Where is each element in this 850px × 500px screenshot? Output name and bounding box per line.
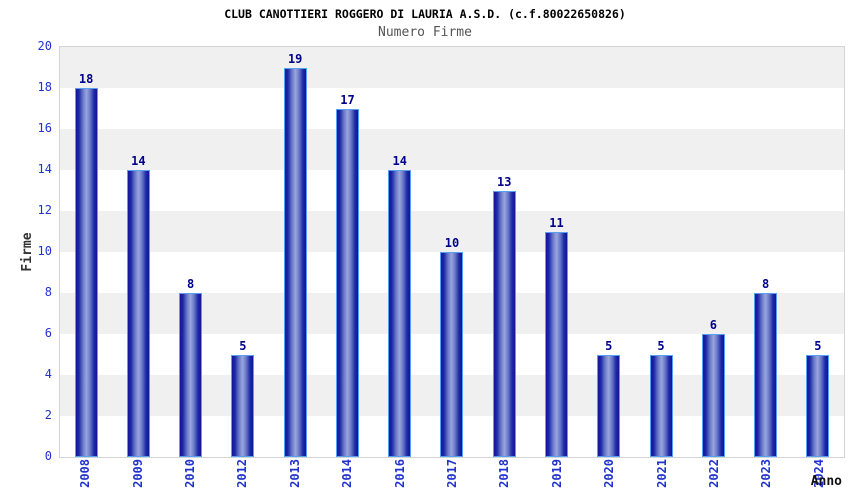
x-tick-label: 2019	[549, 459, 564, 488]
y-tick-label: 2	[44, 408, 52, 422]
x-tick-label: 2020	[602, 459, 617, 488]
x-tick-cell: 2018	[478, 459, 530, 499]
bar-2013: 19	[283, 52, 307, 457]
bar-value-label: 11	[549, 215, 564, 230]
x-tick-cell: 2012	[216, 459, 268, 499]
bar-value-label: 18	[78, 72, 94, 86]
x-tick-cell: 2017	[426, 459, 478, 499]
bar-value-label: 6	[709, 318, 717, 332]
x-tick-label: 2022	[707, 459, 722, 488]
bar-2014: 17	[335, 93, 359, 457]
bar-value-label: 13	[497, 174, 512, 189]
bar-value-label: 19	[287, 51, 303, 66]
bar-2019: 11	[545, 216, 569, 457]
bar-slot: 5	[635, 47, 687, 457]
bar-slot: 5	[792, 47, 844, 457]
y-tick-label: 6	[44, 326, 52, 340]
plot-area: 18 14 8 5 19 17 14 10 13 11 5 5 6 8 5	[59, 46, 845, 458]
chart-title: CLUB CANOTTIERI ROGGERO DI LAURIA A.S.D.…	[224, 7, 626, 21]
bar-slot: 6	[687, 47, 739, 457]
x-tick-label: 2010	[183, 459, 198, 488]
y-tick-label: 12	[37, 203, 52, 217]
bars-container: 18 14 8 5 19 17 14 10 13 11 5 5 6 8 5	[60, 47, 844, 457]
x-tick-label: 2013	[287, 459, 302, 488]
x-tick-cell: 2009	[111, 459, 163, 499]
y-tick-label: 20	[37, 39, 52, 53]
bar-slot: 14	[112, 47, 164, 457]
bar-slot: 5	[217, 47, 269, 457]
y-tick-label: 14	[37, 162, 52, 176]
bar-value-label: 8	[187, 277, 195, 291]
x-axis-ticks: 2008 2009 2010 2012 2013 2014 2016 2017 2018 2019…	[59, 459, 845, 499]
bar-slot: 8	[165, 47, 217, 457]
chart-subtitle: Numero Firme	[378, 25, 472, 40]
bar-slot: 18	[60, 47, 112, 457]
bar-2012: 5	[231, 339, 255, 457]
x-tick-label: 2018	[497, 459, 512, 488]
y-tick-label: 4	[44, 367, 52, 381]
y-tick-label: 8	[44, 285, 52, 299]
x-tick-cell: 2016	[373, 459, 425, 499]
bar-value-label: 14	[131, 154, 146, 168]
bar-2023: 8	[754, 277, 778, 457]
x-tick-cell: 2020	[583, 459, 635, 499]
bar-slot: 17	[321, 47, 373, 457]
bar-2008: 18	[74, 72, 98, 457]
bar-value-label: 5	[605, 338, 613, 353]
x-axis-label: Anno	[810, 474, 842, 489]
x-tick-cell: 2010	[164, 459, 216, 499]
bar-value-label: 5	[814, 338, 822, 353]
bar-slot: 13	[478, 47, 530, 457]
x-tick-label: 2021	[654, 459, 669, 488]
bar-2022: 6	[701, 318, 725, 457]
y-tick-label: 18	[37, 80, 52, 94]
x-tick-cell: 2008	[59, 459, 111, 499]
x-tick-label: 2023	[759, 459, 774, 488]
x-tick-label: 2012	[235, 459, 250, 488]
x-tick-label: 2008	[78, 459, 93, 488]
bar-2020: 5	[597, 339, 621, 457]
x-tick-label: 2016	[392, 459, 407, 488]
bar-2016: 14	[388, 154, 412, 457]
x-tick-cell: 2014	[321, 459, 373, 499]
bar-slot: 8	[739, 47, 791, 457]
bar-slot: 14	[374, 47, 426, 457]
bar-2017: 10	[440, 236, 464, 457]
bar-2024: 5	[806, 339, 830, 457]
bar-slot: 10	[426, 47, 478, 457]
bar-slot: 19	[269, 47, 321, 457]
x-tick-cell: 2022	[688, 459, 740, 499]
x-tick-label: 2009	[130, 459, 145, 488]
bar-2010: 8	[179, 277, 203, 457]
bar-value-label: 10	[444, 236, 460, 250]
bar-value-label: 14	[392, 154, 407, 168]
x-tick-label: 2014	[340, 459, 355, 488]
x-tick-label: 2017	[445, 459, 460, 488]
bar-slot: 11	[530, 47, 582, 457]
bar-value-label: 5	[239, 338, 247, 353]
bar-2021: 5	[649, 339, 673, 457]
x-tick-cell: 2013	[269, 459, 321, 499]
bar-value-label: 8	[761, 277, 770, 291]
y-tick-label: 0	[44, 449, 52, 463]
bar-2009: 14	[126, 154, 150, 457]
bar-value-label: 17	[340, 92, 355, 107]
bar-slot: 5	[583, 47, 635, 457]
y-tick-label: 16	[37, 121, 52, 135]
bar-2018: 13	[492, 175, 516, 457]
x-tick-cell: 2023	[740, 459, 792, 499]
x-tick-cell: 2019	[531, 459, 583, 499]
bar-value-label: 5	[657, 338, 665, 353]
x-tick-cell: 2021	[635, 459, 687, 499]
y-tick-label: 10	[37, 244, 52, 258]
